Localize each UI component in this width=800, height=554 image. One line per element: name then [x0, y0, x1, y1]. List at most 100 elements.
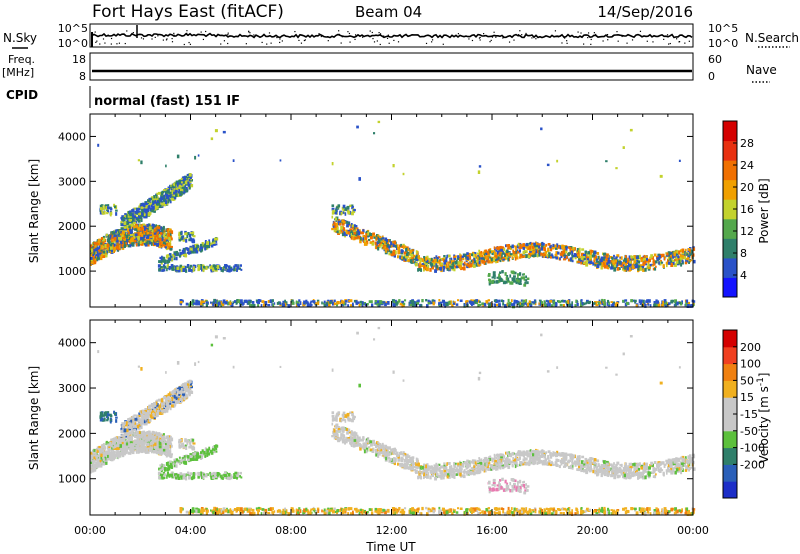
power-cell: [106, 238, 110, 243]
power-cell: [475, 263, 479, 267]
power-cell: [337, 220, 341, 224]
noise-dot: [556, 35, 558, 37]
power-cell: [501, 299, 504, 303]
power-cell: [561, 251, 565, 255]
noise-dot: [110, 43, 112, 45]
power-cell: [228, 265, 231, 269]
power-cell: [373, 236, 376, 239]
power-cell: [346, 231, 349, 235]
power-cell: [133, 214, 136, 218]
velocity-cell: [106, 457, 109, 461]
power-cell: [139, 232, 142, 236]
power-cell: [380, 244, 384, 247]
power-cell: [509, 274, 512, 278]
velocity-cell: [135, 432, 139, 435]
power-cell: [492, 274, 496, 277]
power-cell: [108, 248, 111, 252]
power-cell: [607, 299, 610, 303]
power-cell: [160, 191, 163, 196]
power-cell: [117, 243, 119, 246]
power-cell: [607, 260, 611, 264]
power-cell: [499, 251, 503, 256]
power-cell: [187, 176, 190, 179]
power-cell: [123, 238, 127, 241]
power-cell: [129, 234, 133, 236]
noise-dot: [376, 40, 378, 42]
power-cell: [163, 234, 165, 237]
power-cell: [433, 258, 437, 263]
power-cell: [670, 260, 673, 263]
power-cell: [165, 202, 168, 206]
power-cell: [472, 299, 476, 303]
power-cell: [152, 202, 155, 206]
power-cell: [108, 238, 111, 242]
power-cell: [119, 240, 123, 244]
power-cell: [131, 221, 133, 224]
power-cell: [122, 219, 125, 222]
power-cell: [571, 301, 573, 305]
power-cell: [688, 261, 690, 264]
power-cell: [236, 299, 239, 302]
noise-dot: [126, 30, 128, 32]
power-cell: [185, 247, 188, 250]
power-cell: [611, 264, 613, 268]
power-cell: [479, 251, 482, 256]
power-cell: [593, 250, 597, 254]
power-cell: [170, 264, 173, 267]
power-cell: [354, 236, 357, 240]
power-cell: [173, 191, 176, 195]
power-cell: [161, 196, 163, 201]
power-cell: [465, 263, 468, 267]
power-cell: [162, 269, 166, 272]
power-cell: [166, 259, 169, 264]
power-cell: [179, 190, 183, 195]
power-cell: [132, 218, 135, 222]
noise-dot: [338, 30, 340, 32]
power-cell: [200, 299, 204, 302]
power-cell: [415, 257, 419, 261]
power-cell: [214, 129, 218, 133]
power-cell: [479, 300, 481, 303]
power-cell: [600, 256, 604, 261]
power-cell: [276, 301, 279, 305]
power-cell: [200, 264, 203, 267]
power-cell: [101, 210, 104, 214]
power-cell: [507, 257, 510, 262]
velocity-cell: [90, 470, 92, 474]
power-cell: [509, 301, 512, 306]
power-cell: [567, 299, 570, 303]
power-cell: [279, 302, 282, 305]
power-cell: [131, 243, 135, 247]
power-cell: [153, 240, 155, 244]
power-cell: [493, 299, 497, 302]
power-cell: [188, 186, 191, 190]
power-cell: [332, 225, 335, 228]
power-cell: [192, 235, 196, 238]
power-cell: [473, 257, 476, 261]
power-cell: [512, 304, 515, 309]
power-cell: [134, 210, 138, 214]
power-cell: [392, 240, 395, 245]
power-cell: [182, 178, 186, 181]
noise-dot: [489, 41, 491, 43]
power-cell: [331, 211, 334, 215]
power-cell: [342, 204, 346, 209]
power-cell: [213, 241, 216, 246]
power-cell: [354, 229, 357, 232]
power-cell: [494, 252, 497, 257]
power-cell: [138, 215, 141, 218]
nave-label: Nave: [746, 63, 777, 77]
power-cell: [550, 254, 554, 259]
power-cell: [188, 179, 191, 182]
power-cell: [156, 242, 159, 247]
power-cell: [145, 229, 148, 233]
power-cell: [144, 229, 147, 233]
y-tick-label: 4000: [58, 130, 86, 143]
power-cell: [139, 212, 141, 216]
power-cell: [186, 247, 190, 252]
velocity-cell: [118, 447, 121, 450]
power-cell: [463, 266, 466, 271]
power-cell: [135, 243, 138, 247]
power-cell: [575, 299, 578, 303]
power-cell: [570, 250, 573, 253]
